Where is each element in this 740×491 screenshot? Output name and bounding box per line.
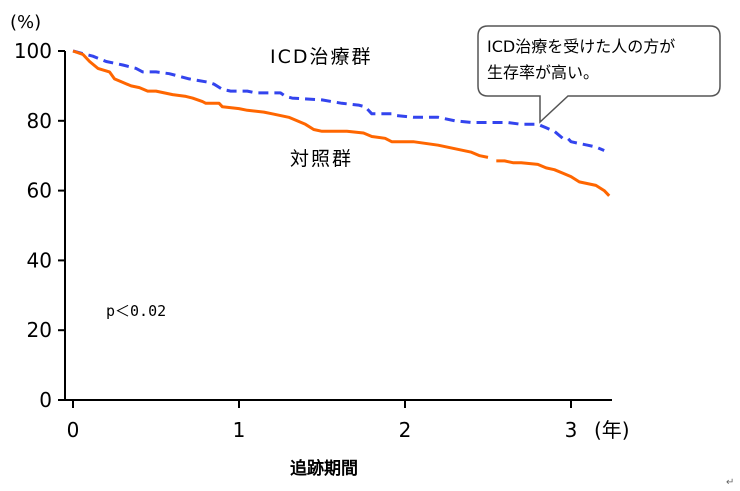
y-tick-label: 20 (27, 318, 52, 342)
y-tick-label: 60 (27, 179, 52, 203)
paragraph-mark: ↵ (726, 477, 734, 488)
series-label-control: 対照群 (290, 148, 353, 170)
series-line-control (72, 49, 489, 159)
callout-shape (477, 25, 721, 124)
callout-line-1: ICD治療を受けた人の方が (487, 37, 675, 56)
y-tick-label: 40 (27, 248, 52, 272)
x-tick-label: 2 (399, 418, 412, 442)
x-axis-ticks: 0 1 2 3 (67, 400, 578, 442)
y-tick-label: 80 (27, 109, 52, 133)
callout-line-2: 生存率が高い。 (487, 63, 599, 82)
series-label-icd: ICD治療群 (270, 46, 373, 68)
series-line-icd (72, 49, 605, 152)
y-axis-unit: (%) (10, 12, 41, 33)
x-axis-label: 追跡期間 (290, 458, 358, 479)
y-axis-ticks: 0 20 40 60 80 100 (14, 39, 65, 412)
p-value-annotation: p＜0.02 (106, 302, 166, 320)
x-tick-label: 1 (233, 418, 246, 442)
x-tick-label: 0 (67, 418, 80, 442)
y-tick-label: 0 (39, 388, 52, 412)
x-axis-unit: (年) (594, 418, 630, 442)
x-tick-label: 3 (565, 418, 578, 442)
y-tick-label: 100 (14, 39, 52, 63)
series-lines (72, 49, 611, 197)
callout-bubble: ICD治療を受けた人の方が 生存率が高い。 (477, 25, 721, 124)
series-line-control (496, 159, 611, 197)
